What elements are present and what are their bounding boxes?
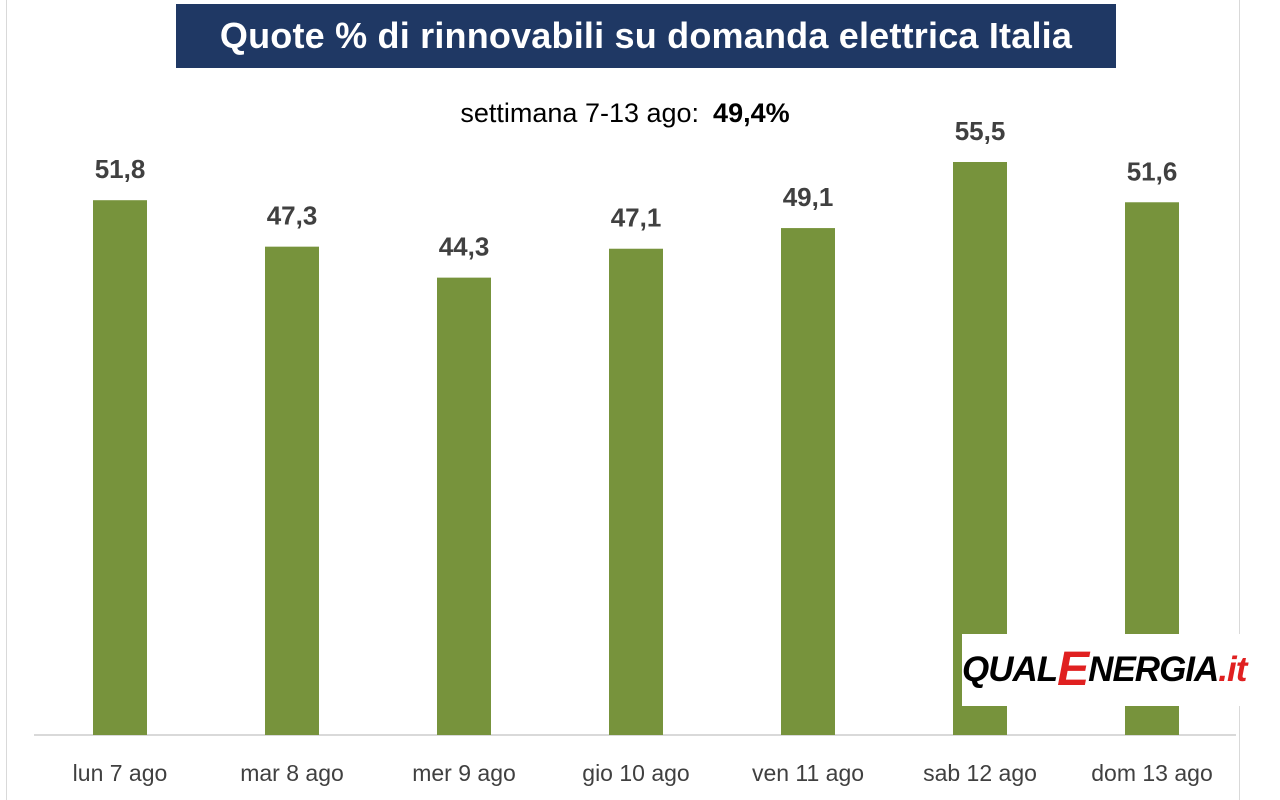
logo-text-it: .it — [1218, 650, 1247, 689]
data-label-3: 44,3 — [439, 232, 490, 262]
bar-5 — [781, 228, 835, 735]
bar-2 — [265, 246, 319, 735]
data-label-5: 49,1 — [783, 182, 834, 212]
subtitle-label: settimana 7-13 ago: — [460, 98, 700, 128]
data-label-4: 47,1 — [611, 203, 662, 233]
data-label-2: 47,3 — [267, 201, 318, 231]
x-tick-label-4: gio 10 ago — [582, 760, 689, 786]
bar-3 — [437, 277, 491, 735]
x-tick-label-7: dom 13 ago — [1091, 760, 1212, 786]
x-tick-label-1: lun 7 ago — [73, 760, 168, 786]
subtitle-value: 49,4% — [713, 98, 790, 128]
x-tick-label-2: mar 8 ago — [240, 760, 344, 786]
qualenergia-logo: QUAL E NERGIA .it — [962, 634, 1252, 706]
chart-subtitle: settimana 7-13 ago: 49,4% — [0, 98, 1250, 129]
data-label-6: 55,5 — [955, 116, 1006, 146]
x-tick-label-6: sab 12 ago — [923, 760, 1037, 786]
logo-text-nergia: NERGIA — [1088, 650, 1219, 689]
bar-1 — [93, 200, 147, 735]
logo-text-e: E — [1057, 643, 1089, 696]
data-label-1: 51,8 — [95, 154, 146, 184]
x-tick-label-5: ven 11 ago — [752, 760, 864, 786]
chart-title: Quote % di rinnovabili su domanda elettr… — [219, 15, 1073, 56]
title-banner: Quote % di rinnovabili su domanda elettr… — [176, 4, 1116, 68]
chart-frame — [6, 0, 1240, 800]
x-tick-label-3: mer 9 ago — [412, 760, 516, 786]
bar-4 — [609, 248, 663, 736]
data-label-7: 51,6 — [1127, 156, 1178, 186]
logo-text-qual: QUAL — [962, 650, 1058, 689]
